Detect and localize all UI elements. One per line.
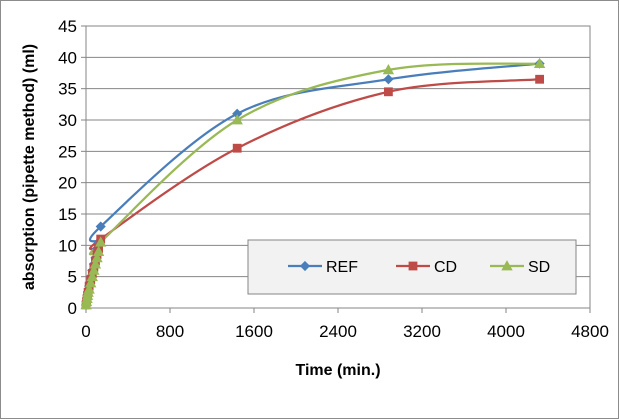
data-point-sd (92, 245, 105, 257)
data-point-sd (89, 258, 102, 269)
legend-item-cd: CD (396, 259, 457, 276)
series-markers (80, 57, 546, 310)
y-tick-label: 15 (58, 205, 77, 224)
x-tick-label: 4000 (487, 322, 525, 341)
legend: REF CD SD (247, 239, 577, 295)
data-point-sd (86, 270, 98, 282)
x-tick-label: 3200 (403, 322, 441, 341)
data-point-cd (383, 87, 393, 97)
legend-marker-cd (408, 261, 418, 271)
data-point-cd (535, 74, 544, 84)
y-tick-label: 25 (58, 142, 77, 161)
data-point-ref (95, 221, 106, 232)
y-tick-label: 45 (58, 17, 77, 36)
x-tick-label: 0 (81, 322, 90, 341)
y-tick-label: 40 (58, 48, 77, 67)
legend-marker-sd (501, 260, 513, 271)
y-axis-title: absorption (pipette method) (ml) (21, 44, 38, 290)
x-axis: 0 800 1600 2400 3200 4000 4800 (81, 308, 609, 341)
data-point-sd (231, 114, 243, 125)
y-tick-label: 20 (58, 174, 77, 193)
data-point-ref (383, 74, 394, 85)
data-point-sd (533, 57, 546, 68)
legend-item-sd: SD (490, 259, 550, 276)
legend-label-ref: REF (326, 259, 358, 276)
x-axis-title: Time (min.) (295, 362, 380, 379)
data-point-sd (95, 236, 107, 247)
x-tick-label: 1600 (235, 322, 273, 341)
data-point-cd (232, 143, 242, 153)
x-tick-label: 800 (156, 322, 184, 341)
data-point-sd (382, 64, 395, 75)
legend-label-cd: CD (434, 259, 457, 276)
y-tick-label: 0 (68, 299, 77, 318)
y-tick-label: 30 (58, 111, 77, 130)
legend-label-sd: SD (528, 259, 550, 276)
data-point-sd (91, 252, 103, 263)
x-tick-label: 4800 (571, 322, 609, 341)
series-markers-sd (80, 57, 546, 310)
y-tick-label: 5 (68, 268, 77, 287)
data-point-sd (85, 277, 97, 288)
data-point-sd (83, 283, 95, 294)
y-axis: 0 5 10 15 20 25 30 35 40 45 (58, 17, 86, 318)
data-point-sd (88, 264, 100, 275)
legend-marker-ref (299, 260, 311, 272)
x-tick-label: 2400 (319, 322, 357, 341)
legend-item-ref: REF (288, 259, 358, 276)
y-tick-label: 35 (58, 80, 77, 99)
y-tick-label: 10 (58, 236, 77, 255)
